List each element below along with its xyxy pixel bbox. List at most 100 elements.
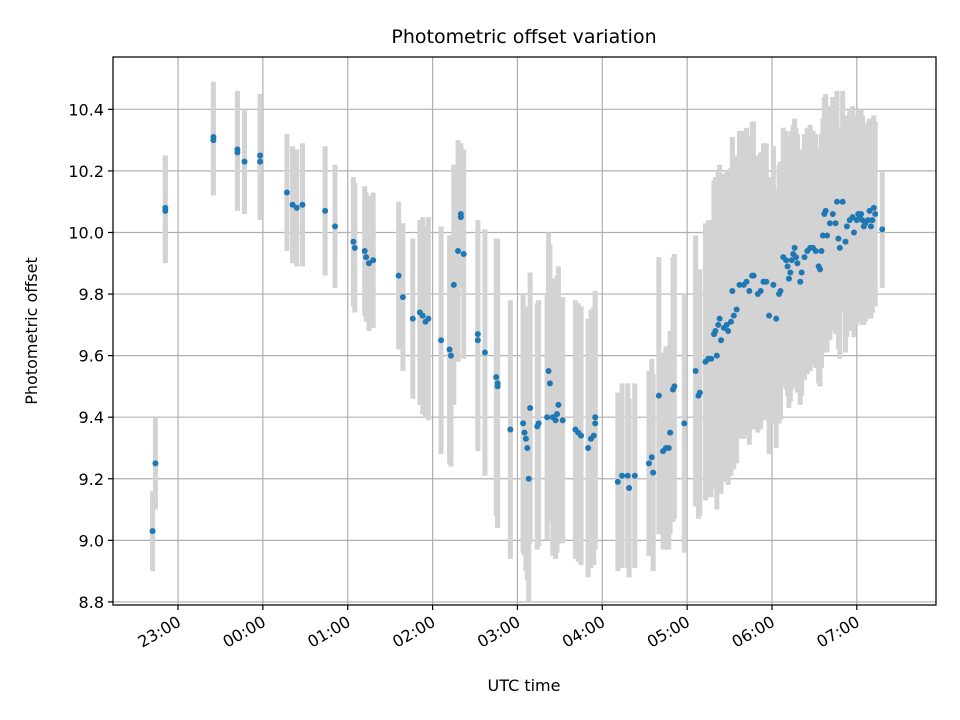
- data-point: [289, 201, 296, 208]
- x-tick-label: 00:00: [219, 612, 268, 652]
- data-point: [474, 331, 481, 338]
- data-point: [535, 420, 542, 427]
- data-point: [619, 472, 626, 479]
- data-point: [849, 214, 856, 221]
- data-point: [750, 272, 757, 279]
- data-point: [729, 287, 736, 294]
- data-point: [785, 275, 792, 282]
- chart-title: Photometric offset variation: [391, 26, 656, 48]
- y-tick-label: 10.0: [68, 223, 104, 242]
- data-point: [578, 432, 585, 439]
- x-tick-label: 04:00: [559, 612, 608, 652]
- data-point: [544, 414, 551, 421]
- data-point: [645, 460, 652, 467]
- data-point: [592, 420, 599, 427]
- y-tick-label: 10.4: [68, 100, 104, 119]
- data-point: [210, 134, 217, 141]
- data-point: [843, 223, 850, 230]
- data-point: [879, 226, 886, 233]
- data-point: [671, 383, 678, 390]
- data-point: [149, 528, 156, 535]
- data-point: [552, 417, 559, 424]
- data-point: [447, 352, 454, 359]
- data-point: [322, 207, 329, 214]
- data-point: [450, 281, 457, 288]
- data-point: [527, 404, 534, 411]
- data-point: [872, 211, 879, 218]
- data-point: [257, 158, 264, 165]
- data-point: [818, 247, 825, 254]
- data-point: [822, 207, 829, 214]
- data-point: [777, 287, 784, 294]
- data-point: [559, 417, 566, 424]
- data-point: [834, 198, 841, 205]
- data-point: [667, 429, 674, 436]
- data-point: [791, 244, 798, 251]
- data-point: [794, 260, 801, 267]
- data-point: [829, 211, 836, 218]
- data-point: [812, 247, 819, 254]
- data-point: [715, 321, 722, 328]
- data-point: [363, 254, 370, 261]
- data-point: [696, 389, 703, 396]
- data-point: [299, 201, 306, 208]
- data-point: [870, 204, 877, 211]
- data-point: [858, 211, 865, 218]
- data-point: [723, 321, 730, 328]
- data-point: [555, 401, 562, 408]
- data-point: [494, 383, 501, 390]
- data-point: [460, 251, 467, 258]
- data-point: [824, 232, 831, 239]
- x-axis-title: UTC time: [488, 676, 561, 695]
- data-point: [866, 207, 873, 214]
- data-point: [655, 392, 662, 399]
- y-tick-label: 8.8: [79, 593, 104, 612]
- data-point: [545, 368, 552, 375]
- data-point: [819, 232, 826, 239]
- data-point: [826, 220, 833, 227]
- data-point: [419, 312, 426, 319]
- data-point: [370, 257, 377, 264]
- data-point: [681, 420, 688, 427]
- data-point: [650, 469, 657, 476]
- data-point: [708, 355, 715, 362]
- data-point: [481, 349, 488, 356]
- x-axis: 23:00 00:00 01:00 02:00 03:00 04:00 05:00 06:00…: [135, 605, 863, 652]
- x-tick-label: 07:00: [813, 612, 862, 652]
- data-point: [869, 217, 876, 224]
- data-point: [725, 328, 732, 334]
- data-point: [865, 217, 872, 224]
- y-axis-title: Photometric offset: [22, 257, 41, 405]
- data-point: [648, 454, 655, 461]
- data-point: [743, 278, 750, 285]
- data-point: [783, 257, 790, 264]
- data-point: [525, 475, 532, 482]
- data-point: [425, 315, 432, 322]
- data-point: [730, 312, 737, 319]
- data-point: [361, 247, 368, 254]
- data-point: [283, 189, 290, 196]
- data-point: [746, 287, 753, 294]
- data-point: [798, 269, 805, 276]
- data-point: [257, 152, 264, 159]
- data-point: [332, 223, 339, 230]
- data-point: [614, 478, 621, 485]
- data-point: [770, 281, 777, 288]
- data-point: [152, 460, 159, 467]
- data-point: [788, 257, 795, 264]
- data-point: [631, 472, 638, 479]
- data-point: [365, 260, 372, 267]
- data-point: [507, 426, 514, 433]
- data-point: [712, 328, 719, 334]
- data-point: [797, 278, 804, 285]
- data-point: [757, 287, 764, 294]
- data-point: [162, 204, 169, 211]
- data-point: [293, 204, 300, 211]
- data-point: [546, 380, 553, 387]
- data-point: [716, 315, 723, 322]
- data-point: [624, 472, 631, 479]
- data-point: [850, 229, 857, 236]
- data-point: [234, 146, 241, 153]
- data-point: [835, 235, 842, 242]
- x-tick-label: 06:00: [729, 612, 778, 652]
